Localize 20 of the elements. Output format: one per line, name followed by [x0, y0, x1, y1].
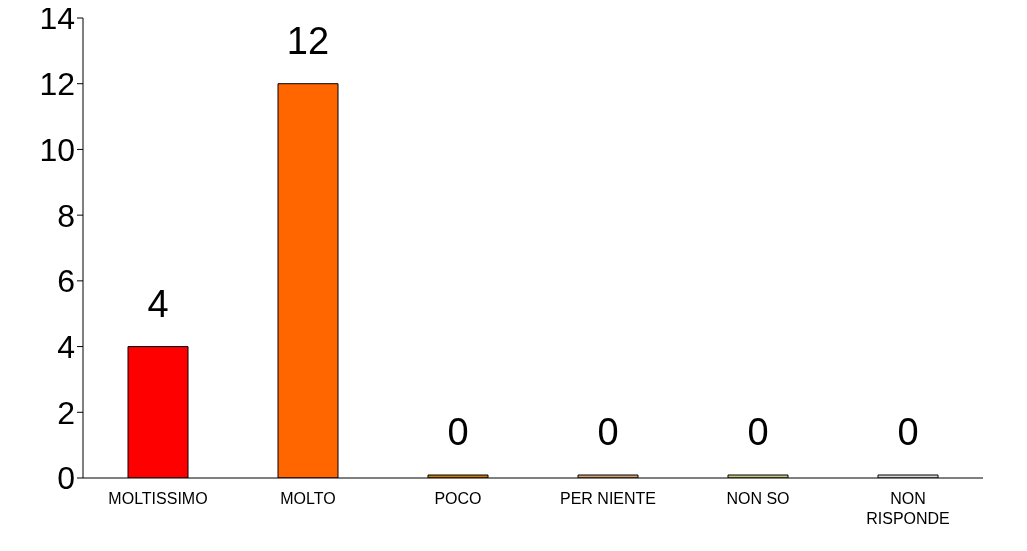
y-tick-label: 0 — [57, 460, 75, 497]
x-tick-label: MOLTISSIMO — [108, 490, 208, 507]
y-tick-label: 8 — [57, 197, 75, 234]
y-tick-label: 14 — [39, 0, 75, 37]
y-tick-label: 10 — [39, 131, 75, 168]
y-tick-label: 12 — [39, 66, 75, 103]
x-tick-label: NON RISPONDE — [866, 490, 950, 527]
data-label: 0 — [747, 411, 769, 453]
data-label: 0 — [597, 411, 619, 453]
x-tick-label: NON SO — [726, 490, 790, 507]
y-tick-label: 2 — [57, 394, 75, 431]
data-label: 4 — [147, 282, 169, 325]
x-tick-label: PER NIENTE — [559, 490, 657, 507]
x-tick-label: MOLTO — [280, 490, 336, 507]
data-label: 0 — [897, 411, 919, 453]
data-label: 0 — [447, 411, 469, 453]
y-tick-label: 4 — [57, 328, 75, 365]
data-label: 12 — [286, 19, 330, 62]
y-tick-label: 6 — [57, 263, 75, 300]
x-tick-label: POCO — [434, 490, 482, 507]
